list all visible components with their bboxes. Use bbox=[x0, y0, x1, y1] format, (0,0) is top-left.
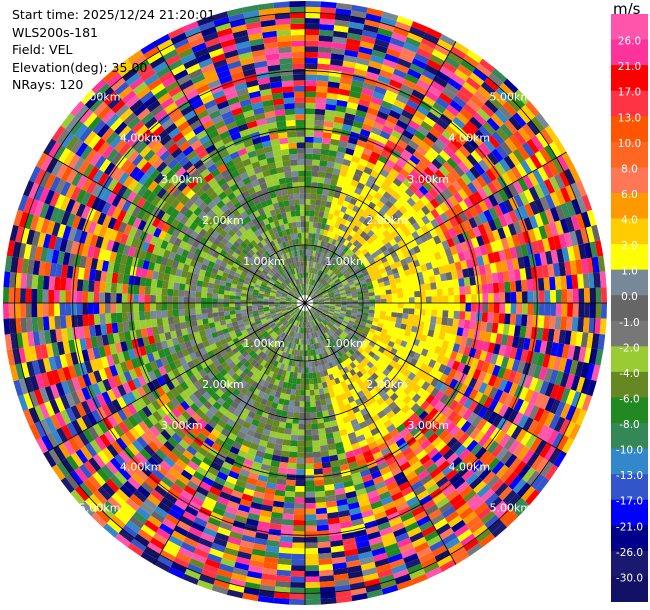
colorbar-segment bbox=[611, 499, 648, 526]
colorbar-tick-label: 0.0 bbox=[621, 291, 638, 303]
colorbar-tick-label: 13.0 bbox=[618, 112, 641, 124]
azimuth-spoke-240 bbox=[43, 302, 306, 455]
azimuth-spoke-150 bbox=[304, 302, 457, 565]
colorbar-segment bbox=[611, 244, 648, 271]
colorbar-unit: m/s bbox=[613, 0, 641, 18]
start-time: Start time: 2025/12/24 21:20:01 bbox=[12, 7, 216, 22]
ring-label: 2.00km bbox=[366, 214, 408, 227]
field-name: Field: VEL bbox=[12, 42, 73, 58]
colorbar-tick-label: -6.0 bbox=[619, 394, 640, 406]
colorbar-segment bbox=[611, 218, 648, 245]
colorbar-tick-label: -8.0 bbox=[619, 419, 640, 431]
colorbar-segment bbox=[611, 269, 648, 296]
colorbar-tick-label: 21.0 bbox=[618, 61, 641, 73]
ring-label: 5.00km bbox=[490, 91, 532, 104]
ring-label: 4.00km bbox=[449, 460, 491, 473]
colorbar-segment bbox=[611, 14, 648, 41]
elevation: Elevation(deg): 35.00 bbox=[12, 59, 148, 75]
ring-label: 3.00km bbox=[161, 419, 203, 432]
ring-label: 4.00km bbox=[449, 132, 491, 145]
colorbar-segment bbox=[611, 90, 648, 117]
scan-info: Start time: 2025/12/24 21:20:01 WLS200s-… bbox=[12, 6, 215, 94]
colorbar-segment bbox=[611, 39, 648, 66]
velocity-field bbox=[3, 1, 607, 605]
colorbar-tick-label: -13.0 bbox=[616, 470, 643, 482]
colorbar-segment bbox=[611, 346, 648, 373]
azimuth-spoke-60 bbox=[304, 151, 567, 304]
ring-label: 2.00km bbox=[202, 378, 244, 391]
ring-labels: 1.00km 1.00km 1.00km 1.00km 2.00km 2.00km 2.00… bbox=[79, 91, 531, 515]
ppi-plot: 1.00km 1.00km 1.00km 1.00km 2.00km 2.00km 2.00… bbox=[3, 1, 607, 605]
colorbar-tick-label: 17.0 bbox=[618, 87, 641, 99]
colorbar-segment bbox=[611, 397, 648, 424]
colorbar-tick-label: -1.0 bbox=[619, 317, 640, 329]
colorbar-tick-label: -4.0 bbox=[619, 368, 640, 380]
colorbar-segment bbox=[611, 65, 648, 92]
colorbar-tick-label: -21.0 bbox=[616, 521, 643, 533]
ring-label: 5.00km bbox=[490, 501, 532, 514]
azimuth-spoke-30 bbox=[304, 41, 457, 304]
colorbar-tick-label: 6.0 bbox=[621, 189, 638, 201]
ring-label: 3.00km bbox=[407, 419, 449, 432]
nrays: NRays: 120 bbox=[12, 77, 84, 93]
colorbar-segment bbox=[611, 474, 648, 501]
azimuth-spoke-210 bbox=[153, 302, 306, 565]
colorbar-segment bbox=[611, 448, 648, 475]
colorbar-segment bbox=[611, 576, 648, 602]
colorbar-tick-label: 10.0 bbox=[618, 138, 641, 150]
ring-label: 2.00km bbox=[366, 378, 408, 391]
colorbar-segment bbox=[611, 525, 648, 552]
ring-label: 4.00km bbox=[120, 132, 162, 145]
ring-label: 3.00km bbox=[407, 173, 449, 186]
ring-label: 5.00km bbox=[79, 501, 121, 514]
colorbar-tick-label: -10.0 bbox=[616, 445, 643, 457]
azimuth-spoke-120 bbox=[304, 302, 567, 455]
colorbar-tick-label: -30.0 bbox=[616, 572, 643, 584]
colorbar-segment bbox=[611, 423, 648, 450]
ring-label: 1.00km bbox=[325, 255, 367, 268]
colorbar: 26.0 21.0 17.0 13.0 10.0 8.0 6.0 4.0 2.0 1.0 0.0 -1… bbox=[611, 14, 648, 602]
colorbar-tick-label: 8.0 bbox=[621, 163, 638, 175]
colorbar-segment bbox=[611, 141, 648, 168]
colorbar-tick-label: 1.0 bbox=[621, 266, 638, 278]
colorbar-segment bbox=[611, 371, 648, 398]
colorbar-tick-label: -2.0 bbox=[619, 342, 640, 354]
azimuth-spoke-300 bbox=[43, 151, 306, 304]
colorbar-segment bbox=[611, 295, 648, 322]
colorbar-segment bbox=[611, 550, 648, 577]
ring-label: 5.00km bbox=[79, 91, 121, 104]
colorbar-segment bbox=[611, 192, 648, 220]
ring-label: 1.00km bbox=[243, 337, 285, 350]
colorbar-segment bbox=[611, 167, 648, 194]
ring-label: 1.00km bbox=[325, 337, 367, 350]
colorbar-tick-label: 4.0 bbox=[621, 215, 638, 227]
colorbar-segment bbox=[611, 320, 648, 347]
ring-label: 1.00km bbox=[243, 255, 285, 268]
colorbar-tick-label: -17.0 bbox=[616, 496, 643, 508]
colorbar-tick-label: 26.0 bbox=[618, 36, 641, 48]
azimuth-spokes bbox=[3, 1, 607, 605]
colorbar-tick-label: 2.0 bbox=[621, 240, 638, 252]
ring-label: 4.00km bbox=[120, 460, 162, 473]
azimuth-spoke-330 bbox=[153, 41, 306, 304]
colorbar-tick-label: -26.0 bbox=[616, 547, 643, 559]
ring-label: 3.00km bbox=[161, 173, 203, 186]
colorbar-segment bbox=[611, 116, 648, 143]
station-name: WLS200s-181 bbox=[12, 24, 98, 40]
ring-label: 2.00km bbox=[202, 214, 244, 227]
